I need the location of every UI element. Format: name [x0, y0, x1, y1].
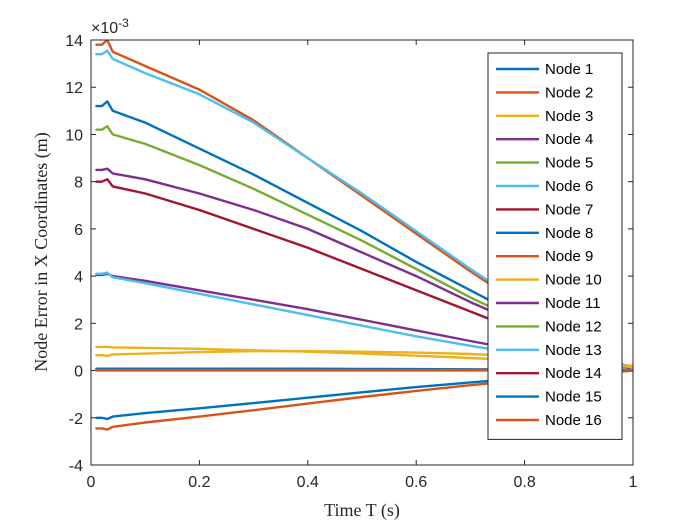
axes-box	[90, 39, 634, 466]
x-axis-title: Time T (s)	[324, 500, 400, 521]
legend-label-node-7: Node 7	[545, 201, 593, 218]
y-scale-exponent: -3	[118, 16, 129, 30]
legend-label-node-13: Node 13	[545, 342, 602, 359]
y-tick-label: 8	[74, 175, 83, 192]
x-tick-label: 0.6	[405, 474, 427, 491]
legend-label-node-3: Node 3	[545, 108, 593, 125]
y-tick-label: 12	[65, 80, 83, 97]
x-tick-label: 0.8	[513, 474, 535, 491]
legend-label-node-16: Node 16	[545, 412, 602, 429]
legend-label-node-12: Node 12	[545, 318, 602, 335]
y-tick-label: -2	[69, 411, 83, 428]
legend-label-node-4: Node 4	[545, 131, 593, 148]
legend-label-node-11: Node 11	[545, 295, 601, 312]
legend-box	[487, 52, 623, 440]
legend-label-node-8: Node 8	[545, 225, 593, 242]
y-scale-multiplier: ×10-3	[91, 16, 129, 37]
legend-label-node-6: Node 6	[545, 178, 593, 195]
legend-label-node-2: Node 2	[545, 84, 593, 101]
x-tick-label: 0.2	[188, 474, 210, 491]
y-tick-label: 4	[74, 269, 83, 286]
legend-label-node-9: Node 9	[545, 248, 593, 265]
y-axis-title: Node Error in X Coordinates (m)	[31, 132, 52, 371]
tick-labels: 0 0.2 0.4 0.6 0.8 1 -4 -2 0 2 4 6 8 10 12 14	[65, 33, 637, 491]
y-tick-label: 10	[65, 127, 83, 144]
legend-label-node-14: Node 14	[545, 365, 602, 382]
x-tick-label: 0	[87, 474, 96, 491]
y-scale-base: ×10	[91, 20, 118, 37]
x-tick-label: 1	[629, 474, 638, 491]
legend-label-node-1: Node 1	[545, 61, 593, 78]
legend-label-node-15: Node 15	[545, 389, 602, 406]
y-tick-label: 0	[74, 364, 83, 381]
y-tick-label: 14	[65, 33, 83, 50]
y-tick-label: -4	[69, 458, 83, 475]
x-tick-label: 0.4	[297, 474, 319, 491]
y-tick-label: 6	[74, 222, 83, 239]
y-tick-label: 2	[74, 316, 83, 333]
legend-label-node-5: Node 5	[545, 155, 593, 172]
legend: Node 1 Node 2 Node 3 Node 4 Node 5 Node 6 Node…	[487, 52, 623, 440]
legend-label-node-10: Node 10	[545, 272, 602, 289]
